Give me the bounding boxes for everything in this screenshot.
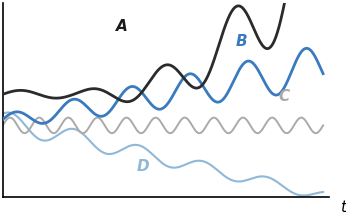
Text: D: D	[137, 159, 149, 174]
Text: A: A	[116, 19, 128, 34]
Text: t: t	[339, 200, 346, 215]
Text: C: C	[278, 89, 289, 104]
Text: B: B	[236, 34, 247, 49]
